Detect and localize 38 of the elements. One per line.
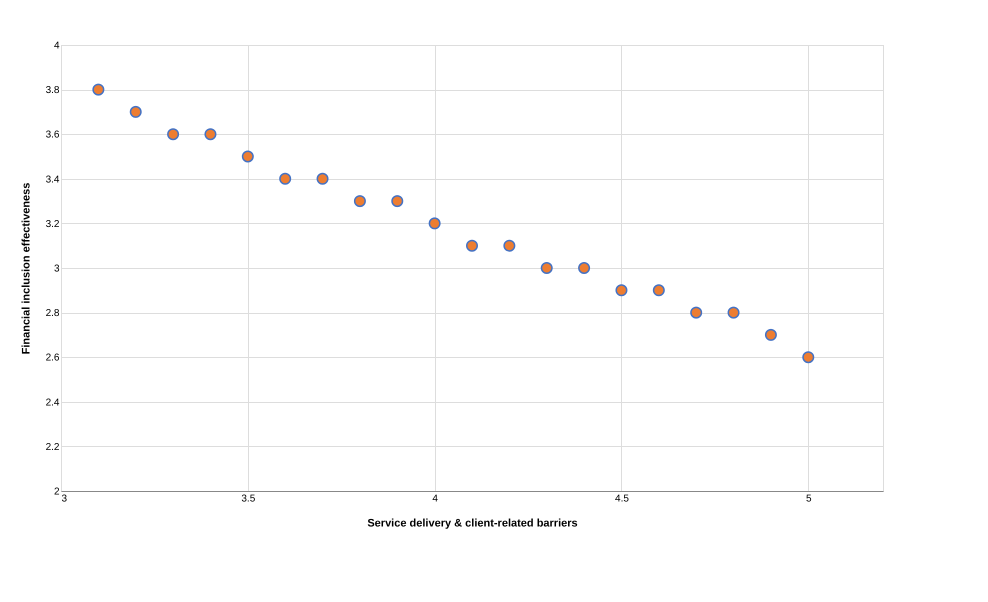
point [391,195,404,208]
point [279,172,292,185]
point [242,150,254,162]
point [764,328,777,341]
y-tick-label: 2.4 [46,397,60,408]
y-tick-label: 3.6 [46,130,60,141]
y-axis-title: Financial inclusion effectiveness [20,182,33,354]
y-tick-label: 2.2 [46,442,60,453]
point [652,284,665,296]
point [466,240,478,252]
point [540,262,553,274]
x-tick-label: 4 [432,494,438,504]
point [92,84,104,96]
point [503,240,516,252]
point [728,306,740,319]
point [802,351,814,364]
point [130,106,142,118]
y-tick-label: 3.4 [46,174,60,186]
y-tick-label: 3.2 [46,218,60,230]
y-tick-label: 4 [54,40,60,52]
point [354,195,366,208]
point [167,128,180,140]
point [578,262,590,274]
x-tick-label: 3 [62,494,68,504]
point [428,217,441,230]
x-tick-label: 4.5 [615,494,630,504]
y-tick-label: 2 [54,486,60,498]
y-tick-label: 3.8 [46,85,60,96]
x-axis-title: Service delivery & client-related barriers [367,518,578,530]
point [615,284,628,296]
point [316,172,329,185]
y-tick-label: 2.6 [46,352,60,364]
point [204,128,216,140]
x-tick-label: 3.5 [241,494,256,504]
x-tick-label: 5 [806,494,812,504]
y-tick-label: 2.8 [46,308,60,320]
point [690,306,702,319]
y-tick-label: 3 [54,264,60,274]
